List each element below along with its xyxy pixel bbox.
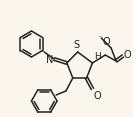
- Text: O: O: [103, 37, 110, 47]
- Text: O: O: [124, 50, 132, 60]
- Text: H: H: [94, 52, 101, 61]
- Text: S: S: [74, 40, 80, 50]
- Text: O: O: [93, 91, 101, 101]
- Text: N: N: [46, 55, 53, 65]
- Text: methyl: methyl: [99, 36, 104, 37]
